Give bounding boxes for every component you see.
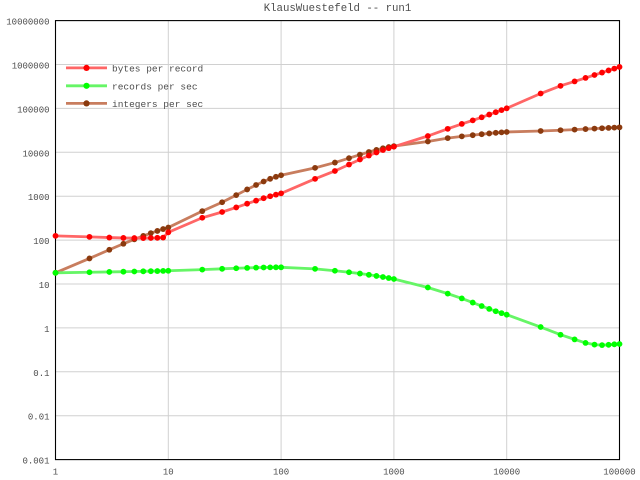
svg-text:0.1: 0.1 bbox=[33, 369, 49, 379]
svg-text:records per sec: records per sec bbox=[112, 81, 198, 92]
svg-text:10: 10 bbox=[39, 281, 50, 291]
svg-text:100: 100 bbox=[273, 468, 289, 478]
svg-text:0.01: 0.01 bbox=[28, 413, 50, 423]
svg-text:10000: 10000 bbox=[22, 149, 49, 159]
svg-text:10000000: 10000000 bbox=[6, 18, 49, 28]
svg-text:100000: 100000 bbox=[17, 105, 49, 115]
svg-text:1: 1 bbox=[44, 325, 49, 335]
svg-text:1000000: 1000000 bbox=[12, 62, 50, 72]
svg-text:100000: 100000 bbox=[603, 468, 635, 478]
svg-text:1: 1 bbox=[53, 468, 58, 478]
svg-text:0.001: 0.001 bbox=[22, 457, 49, 467]
svg-text:100: 100 bbox=[33, 237, 49, 247]
svg-text:integers per sec: integers per sec bbox=[112, 99, 204, 110]
svg-text:1000: 1000 bbox=[383, 468, 405, 478]
svg-text:10000: 10000 bbox=[493, 468, 520, 478]
svg-text:bytes per record: bytes per record bbox=[112, 64, 203, 75]
svg-text:1000: 1000 bbox=[28, 193, 50, 203]
svg-text:10: 10 bbox=[163, 468, 174, 478]
svg-text:KlausWuestefeld -- run1: KlausWuestefeld -- run1 bbox=[264, 3, 412, 15]
